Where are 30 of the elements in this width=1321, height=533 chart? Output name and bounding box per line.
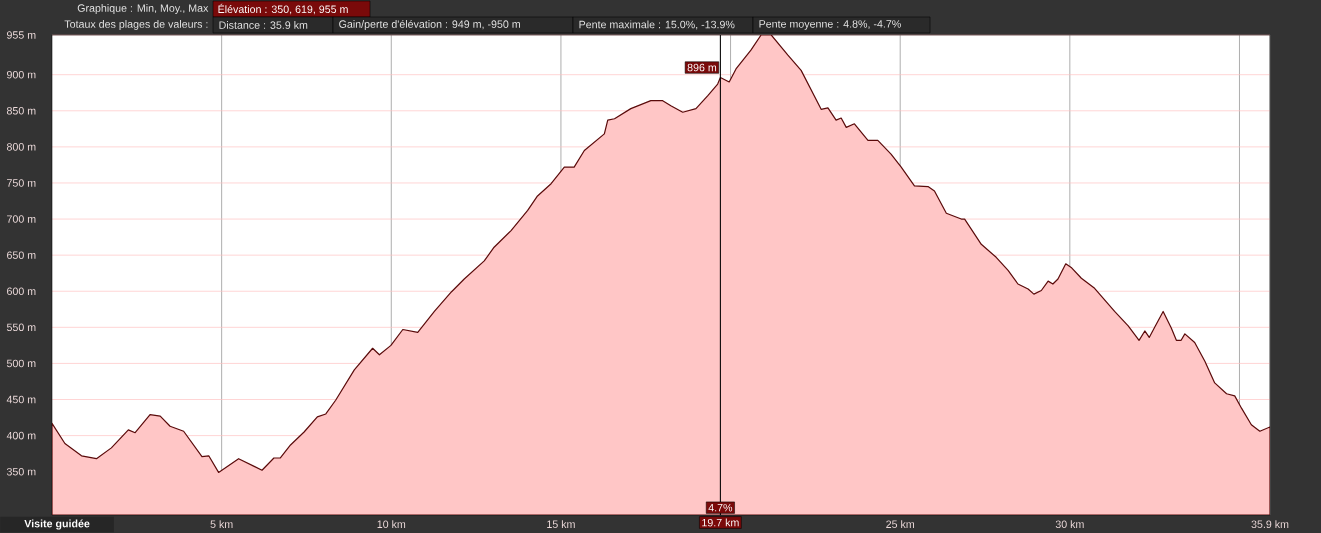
annotation: 896 m — [687, 63, 717, 72]
y-tick-label: 900 m — [6, 70, 36, 79]
text: Totaux des plages de valeurs : — [64, 20, 208, 30]
chart-subtitle: Élévation : 350, 619, 955 m — [218, 3, 348, 15]
y-tick-label: 800 m — [6, 143, 36, 151]
y-tick-label: 955 m — [6, 31, 36, 39]
x-tick-label: 5 km — [210, 520, 233, 528]
y-tick-label: 750 m — [7, 179, 36, 187]
y-tick-label: 650 m — [7, 251, 36, 259]
x-tick-label: 30 km — [1055, 520, 1084, 528]
x-tick-label: 10 km — [377, 520, 406, 528]
x-tick-label: 35.9 km — [1251, 520, 1289, 528]
y-tick-label: 600 m — [7, 287, 36, 296]
y-tick-label: 550 m — [6, 323, 36, 332]
x-tick-label: 15 km — [547, 520, 575, 528]
y-tick-label: 450 m — [6, 395, 36, 404]
y-tick-label: 500 m — [6, 359, 36, 368]
annotation: 4.7% — [708, 503, 733, 512]
text: Pente moyenne : 4.8%, -4.7% — [759, 20, 901, 30]
ref-line-label: 19.7 km — [702, 518, 739, 527]
y-tick-label: 350 m — [6, 467, 36, 476]
text: Gain/perte d'élévation : 949 m, -950 m — [339, 19, 520, 31]
text: Pente maximale : 15.0%, -13.9% — [579, 20, 735, 30]
chart-title: Graphique : Min, Moy., Max — [77, 4, 209, 14]
x-tick-label: 25 km — [886, 520, 914, 528]
text: Distance : 35.9 km — [219, 21, 308, 29]
y-tick-label: 700 m — [7, 215, 36, 223]
y-tick-label: 850 m — [6, 107, 36, 115]
text: Visite guidée — [24, 519, 90, 530]
y-tick-label: 400 m — [6, 431, 36, 440]
